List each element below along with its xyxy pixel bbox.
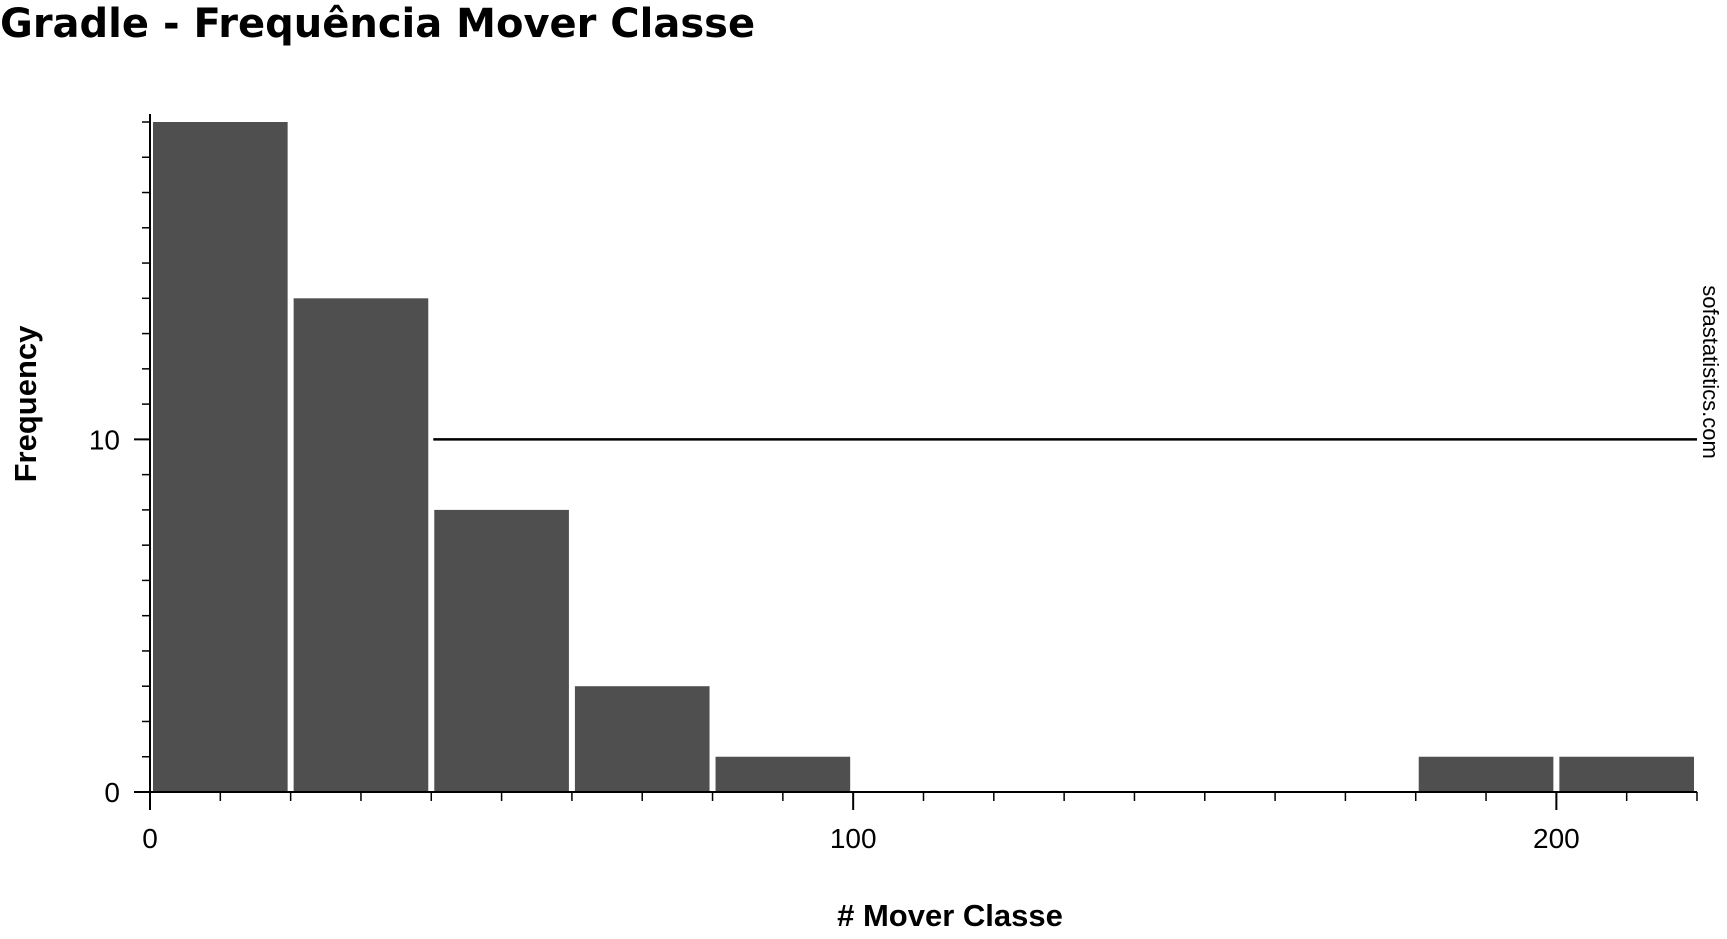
x-tick-label: 0 (142, 823, 158, 854)
histogram-bar (153, 122, 288, 792)
bars-group (153, 122, 1694, 792)
histogram-bar (293, 298, 429, 792)
x-tick-label: 100 (830, 823, 877, 854)
histogram-bar (1559, 756, 1694, 792)
watermark-text: sofastatistics.com (1698, 285, 1723, 459)
histogram-bar (574, 686, 710, 792)
y-tick-label: 10 (89, 424, 120, 455)
y-tick-label: 0 (104, 777, 120, 808)
histogram-bar (715, 756, 851, 792)
x-tick-label: 200 (1533, 823, 1580, 854)
chart-title: Gradle - Frequência Mover Classe (0, 1, 756, 47)
histogram-bar (1418, 756, 1554, 792)
y-axis-title: Frequency (8, 325, 43, 483)
histogram-bar (434, 509, 569, 792)
x-axis-title: # Mover Classe (837, 898, 1063, 933)
